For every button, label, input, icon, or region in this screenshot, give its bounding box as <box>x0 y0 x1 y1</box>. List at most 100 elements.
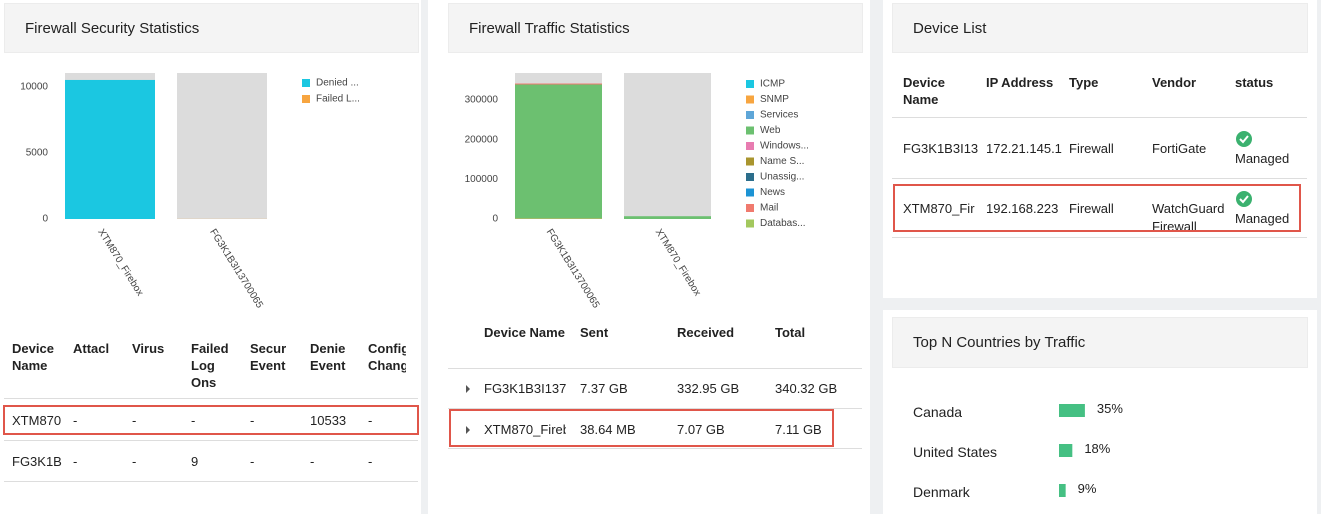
column-header: Virus <box>132 341 165 356</box>
table-cell: Managed <box>1235 211 1290 226</box>
bar-segment <box>624 216 711 219</box>
x-tick-label: FG3K1B3I13700065 <box>207 227 265 311</box>
panel-title: Top N Countries by Traffic <box>892 317 1308 368</box>
bar <box>1059 484 1066 497</box>
table-cell: Firewall <box>1069 201 1114 216</box>
value-label: 9% <box>1077 481 1097 496</box>
expand-arrow <box>466 426 470 434</box>
table-cell: 340.32 GB <box>775 381 838 396</box>
bar-segment <box>65 79 155 219</box>
table-cell: 192.168.223 <box>986 201 1059 216</box>
legend-swatch <box>302 95 310 103</box>
table-cell: - <box>132 413 137 428</box>
legend-swatch <box>746 173 754 181</box>
column-header: Config Chang <box>368 341 406 373</box>
bar <box>1059 404 1085 417</box>
table-cell: XTM870 <box>12 413 62 428</box>
column-header: Sent <box>580 325 609 340</box>
table-cell: Firewall <box>1069 141 1114 156</box>
table-cell: FG3K1B3I137 <box>484 381 566 396</box>
table-cell: XTM870_Fir <box>903 201 975 216</box>
y-tick-label: 0 <box>42 214 48 225</box>
legend-swatch <box>746 188 754 197</box>
legend-label: Windows... <box>760 141 809 152</box>
panel-title: Firewall Security Statistics <box>4 3 419 53</box>
legend-label: Name S... <box>760 156 804 167</box>
bar-background <box>624 73 711 219</box>
bar-background <box>177 73 267 219</box>
legend-label: Services <box>760 110 798 121</box>
legend-label: SNMP <box>760 94 789 105</box>
legend-swatch <box>746 95 754 104</box>
table-cell: - <box>73 454 78 469</box>
legend-swatch <box>746 142 754 150</box>
table-cell: 7.07 GB <box>677 422 725 437</box>
column-header: Received <box>677 325 735 340</box>
panel-title: Firewall Traffic Statistics <box>448 3 863 53</box>
legend-label: News <box>760 187 785 198</box>
table-cell: - <box>250 454 255 469</box>
row-divider <box>448 408 862 409</box>
y-tick-label: 300000 <box>465 95 499 106</box>
column-header: Vendor <box>1152 75 1197 90</box>
column-header: Securi Event <box>250 341 286 373</box>
legend-swatch <box>746 219 754 228</box>
column-header: Total <box>775 325 806 340</box>
y-tick-label: 5000 <box>26 148 49 159</box>
table-cell: Managed <box>1235 151 1290 166</box>
table-cell: 7.37 GB <box>580 381 628 396</box>
legend-swatch <box>746 204 754 212</box>
table-cell: 38.64 MB <box>580 422 636 437</box>
row-divider <box>892 117 1307 118</box>
table-cell: 10533 <box>310 413 346 428</box>
legend-swatch <box>746 126 754 135</box>
legend-swatch <box>746 80 754 88</box>
table-cell: FortiGate <box>1152 141 1207 156</box>
status-check <box>1239 135 1249 144</box>
row-highlight <box>3 405 419 435</box>
column-header: Type <box>1069 75 1099 90</box>
y-tick-label: 10000 <box>20 82 48 93</box>
table-cell: FG3K1B3I13 <box>903 141 979 156</box>
table-cell: - <box>368 454 373 469</box>
table-cell: - <box>73 413 78 428</box>
status-check <box>1239 195 1249 204</box>
table-cell: - <box>368 413 373 428</box>
row-divider <box>4 440 418 441</box>
table-cell: - <box>310 454 315 469</box>
table-cell: XTM870_Fireb <box>484 422 566 437</box>
column-header: Device Name <box>12 341 54 373</box>
legend-label: Failed L... <box>316 94 360 105</box>
table-cell: 7.11 GB <box>775 422 822 437</box>
bar <box>1059 444 1073 457</box>
legend-label: Denied ... <box>316 78 359 89</box>
category-label: Canada <box>913 404 963 420</box>
value-label: 18% <box>1084 441 1111 456</box>
bar-segment <box>515 83 602 85</box>
table-cell: 9 <box>191 454 199 469</box>
table-cell: - <box>132 454 137 469</box>
legend-label: ICMP <box>760 79 785 90</box>
row-divider <box>892 178 1307 179</box>
column-header: status <box>1235 75 1274 90</box>
column-header: IP Address <box>986 75 1054 90</box>
row-highlight <box>449 409 834 447</box>
row-divider <box>892 237 1307 238</box>
y-tick-label: 0 <box>492 214 498 225</box>
legend-swatch <box>746 111 754 119</box>
panel-title: Device List <box>892 3 1308 53</box>
bar-segment <box>515 84 602 219</box>
legend-swatch <box>302 79 310 87</box>
legend-label: Databas... <box>760 218 806 229</box>
row-divider <box>4 481 418 482</box>
column-header: Denie Event <box>310 341 346 373</box>
column-header: Attacl <box>73 341 110 356</box>
row-divider <box>448 448 862 449</box>
x-tick-label: FG3K1B3I13700065 <box>544 227 602 311</box>
y-tick-label: 100000 <box>465 174 499 185</box>
table-cell: FG3K1B <box>12 454 62 469</box>
expand-arrow <box>466 385 470 393</box>
table-cell: - <box>250 413 255 428</box>
value-label: 35% <box>1096 401 1123 416</box>
